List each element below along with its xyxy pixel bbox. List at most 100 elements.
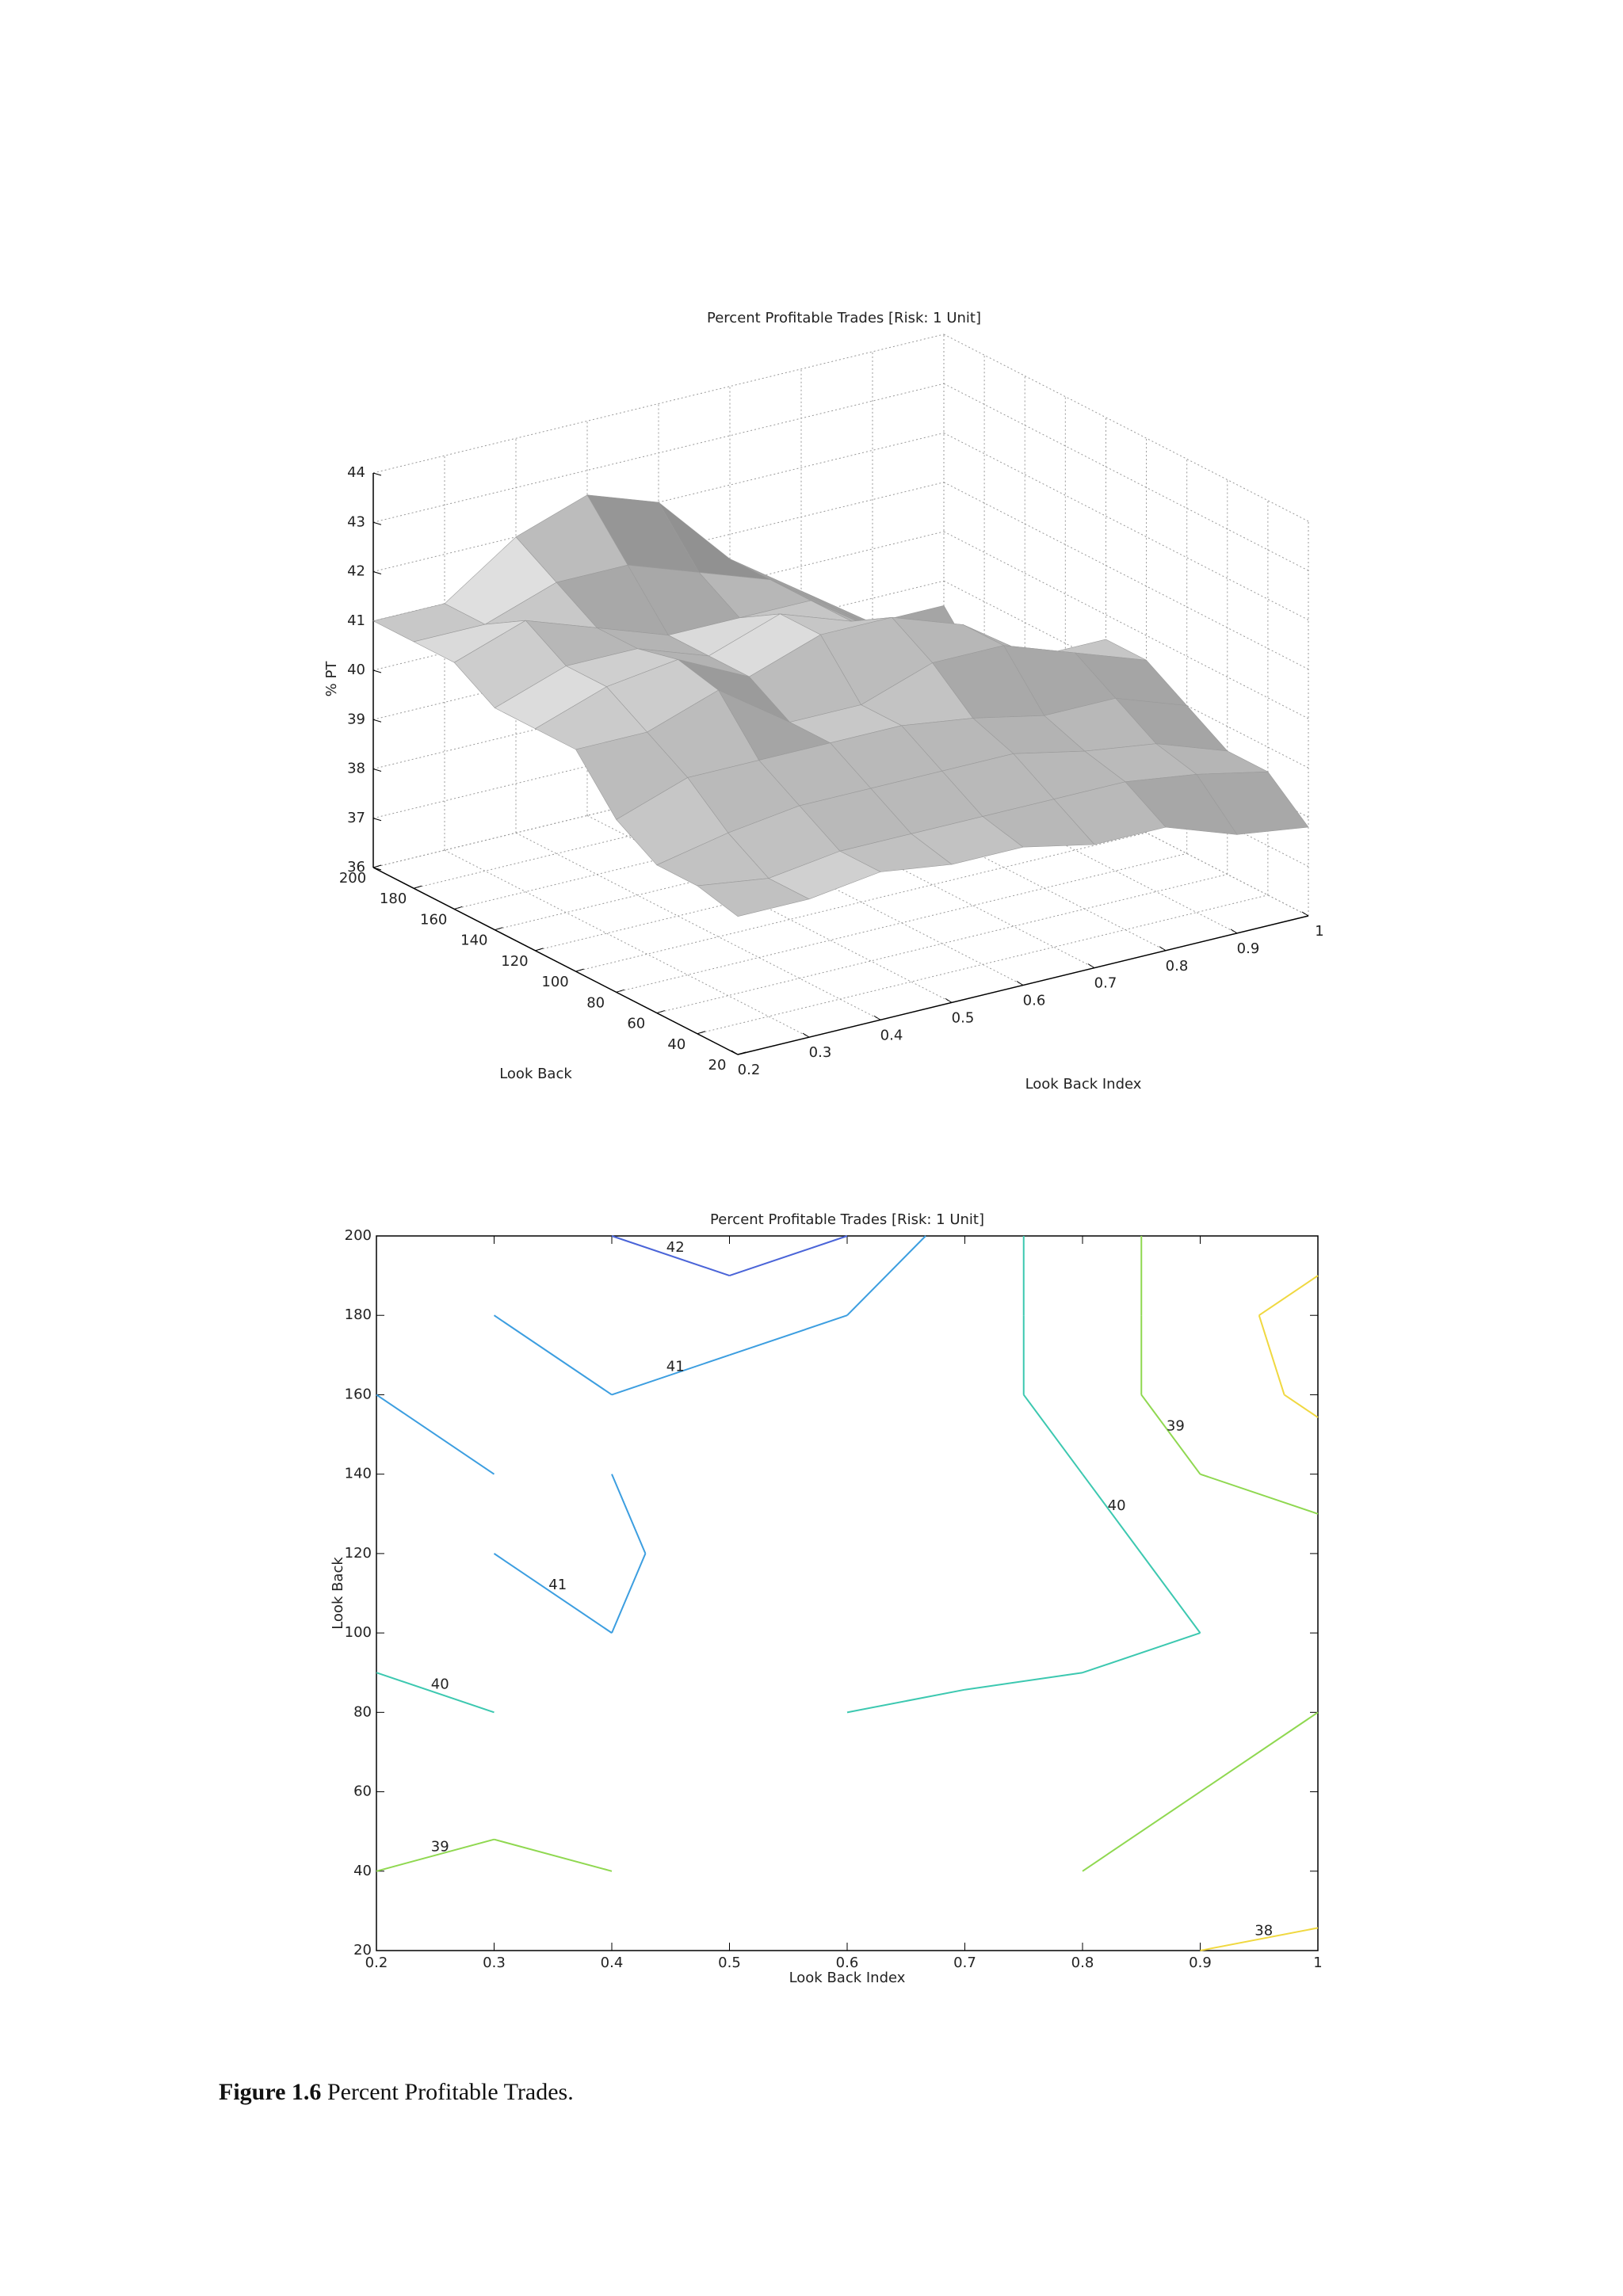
- contour-title: Percent Profitable Trades [Risk: 1 Unit]: [710, 1211, 984, 1228]
- x-tick-label: 0.7: [953, 1955, 976, 1971]
- y-tick: [616, 989, 624, 993]
- z-tick: [372, 818, 382, 822]
- z-tick-label: 41: [347, 612, 365, 629]
- contour-xlabel: Look Back Index: [789, 1970, 906, 1986]
- contour-line: [1140, 1394, 1201, 1475]
- contour-label: 41: [666, 1358, 685, 1375]
- grid-line: [943, 334, 1309, 522]
- y-tick-label: 40: [667, 1036, 685, 1053]
- x-tick-label: 0.2: [738, 1062, 761, 1078]
- contour-line: [493, 1553, 613, 1634]
- x-tick: [1016, 981, 1024, 986]
- x-tick-label: 1: [1313, 1955, 1322, 1971]
- grid-line: [943, 482, 1309, 670]
- x-tick-label: 0.2: [365, 1955, 388, 1971]
- y-tick-label: 180: [345, 1306, 372, 1323]
- y-tick-label: 100: [541, 974, 568, 990]
- x-tick-label: 0.5: [718, 1955, 741, 1971]
- z-tick-label: 40: [347, 662, 365, 678]
- z-tick: [372, 472, 382, 476]
- x-tick-label: 0.4: [880, 1027, 903, 1043]
- x-tick: [802, 1032, 810, 1038]
- x-tick: [873, 1015, 881, 1020]
- grid-line: [444, 849, 810, 1038]
- contour-line: [611, 1474, 647, 1554]
- z-tick: [372, 867, 382, 871]
- x-tick-label: 0.6: [836, 1955, 859, 1971]
- z-tick-label: 42: [347, 563, 365, 580]
- y-tick: [454, 906, 463, 910]
- contour-label: 40: [1108, 1497, 1126, 1514]
- x-tick-label: 0.5: [952, 1009, 975, 1026]
- contour-line: [1082, 1791, 1201, 1872]
- contour-line: [1258, 1314, 1285, 1395]
- surface-zlabel: % PT: [323, 661, 340, 697]
- contour-line: [729, 1235, 848, 1277]
- contour-line: [611, 1354, 730, 1396]
- contour-line: [1284, 1394, 1319, 1418]
- contour-line: [1140, 1553, 1201, 1634]
- contour-line: [376, 1394, 495, 1475]
- x-tick-label: 0.3: [809, 1044, 832, 1061]
- y-tick-label: 120: [501, 953, 528, 970]
- contour-line: [376, 1838, 495, 1872]
- y-tick-label: 140: [460, 933, 487, 949]
- grid-line: [372, 383, 945, 523]
- z-tick: [372, 769, 382, 772]
- contour-label: 38: [1254, 1923, 1273, 1939]
- contour-line: [1082, 1632, 1201, 1674]
- x-tick: [1230, 929, 1238, 934]
- grid-line: [575, 832, 1147, 972]
- surface-title: Percent Profitable Trades [Risk: 1 Unit]: [707, 310, 981, 326]
- contour-line: [493, 1314, 613, 1396]
- plot-frame: [376, 1235, 1319, 1951]
- y-tick-label: 140: [345, 1466, 372, 1482]
- x-tick-label: 1: [1315, 923, 1323, 940]
- x-tick-label: 0.8: [1166, 958, 1189, 974]
- contour-label: 40: [431, 1676, 449, 1692]
- contour-line: [729, 1314, 848, 1356]
- grid-line: [515, 832, 881, 1020]
- z-tick: [372, 669, 382, 673]
- x-tick: [1159, 946, 1167, 952]
- grid-line: [943, 383, 1309, 571]
- y-tick: [737, 1051, 747, 1055]
- z-tick-label: 36: [347, 859, 365, 875]
- z-tick-label: 38: [347, 761, 365, 777]
- y-tick-label: 80: [353, 1703, 372, 1720]
- y-tick: [372, 864, 382, 868]
- contour-line: [611, 1553, 647, 1634]
- contour-line: [1082, 1474, 1143, 1554]
- x-tick-label: 0.9: [1189, 1955, 1212, 1971]
- y-tick-label: 200: [339, 870, 366, 887]
- y-tick: [495, 927, 503, 931]
- surface-ylabel: Look Back: [499, 1066, 572, 1082]
- y-tick-label: 60: [353, 1783, 372, 1800]
- y-tick-label: 160: [345, 1386, 372, 1402]
- surface-patch: [697, 878, 810, 917]
- y-tick-label: 100: [345, 1624, 372, 1641]
- z-tick-label: 39: [347, 711, 365, 727]
- contour-line: [1199, 1711, 1319, 1793]
- x-tick-label: 0.3: [483, 1955, 506, 1971]
- y-tick-label: 20: [708, 1057, 727, 1074]
- contour-line: [1258, 1275, 1319, 1317]
- x-tick-label: 0.8: [1071, 1955, 1094, 1971]
- z-tick: [372, 719, 382, 723]
- y-tick-label: 20: [353, 1942, 372, 1958]
- surface-xlabel: Look Back Index: [1025, 1076, 1142, 1093]
- y-tick: [697, 1031, 706, 1035]
- grid-line: [943, 433, 1309, 620]
- grid-line: [943, 580, 1309, 769]
- x-tick-label: 0.7: [1094, 975, 1117, 992]
- contour-ylabel: Look Back: [330, 1557, 346, 1630]
- caption-label: Figure 1.6: [219, 2079, 322, 2105]
- contour-label: 39: [1167, 1418, 1185, 1435]
- contour-line: [846, 1235, 926, 1316]
- z-tick-label: 37: [347, 810, 365, 826]
- y-tick: [535, 948, 544, 952]
- y-tick: [413, 885, 422, 889]
- y-tick-label: 120: [345, 1545, 372, 1562]
